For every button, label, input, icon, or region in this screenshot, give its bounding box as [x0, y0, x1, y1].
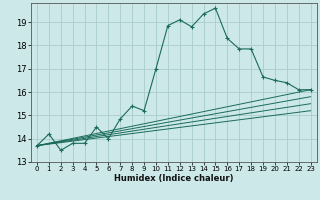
- X-axis label: Humidex (Indice chaleur): Humidex (Indice chaleur): [114, 174, 234, 183]
